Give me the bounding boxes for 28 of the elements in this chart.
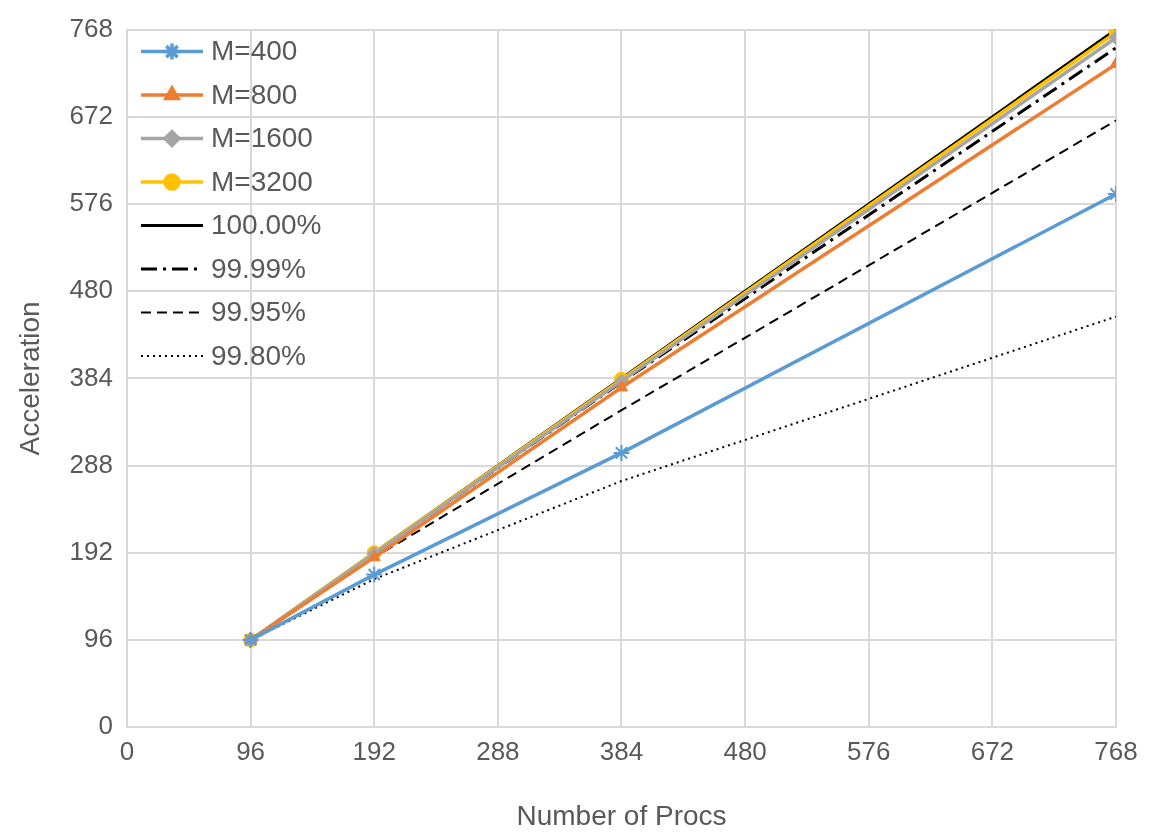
y-tick-label: 288: [69, 448, 113, 479]
legend-label: 99.95%: [210, 296, 306, 328]
x-tick-label: 576: [847, 735, 891, 766]
x-axis-title: Number of Procs: [516, 799, 727, 831]
y-tick-label: 672: [69, 99, 113, 130]
y-tick-label: 768: [69, 12, 113, 43]
legend-label: M=800: [210, 78, 298, 110]
y-tick-label: 192: [69, 535, 113, 566]
legend-label: 99.80%: [210, 339, 306, 371]
x-tick-label: 192: [352, 735, 396, 766]
y-tick-label: 96: [84, 623, 113, 654]
y-tick-label: 0: [98, 710, 113, 741]
x-tick-label: 0: [119, 735, 135, 766]
legend-label: M=400: [210, 35, 298, 67]
legend-label: M=3200: [210, 165, 313, 197]
y-tick-label: 576: [69, 187, 113, 218]
x-tick-label: 768: [1094, 735, 1138, 766]
legend-label: M=1600: [210, 122, 313, 154]
x-tick-label: 384: [599, 735, 644, 766]
y-tick-label: 480: [69, 274, 113, 305]
y-tick-label: 384: [69, 361, 113, 392]
x-tick-label: 96: [236, 735, 266, 766]
legend-label: 99.99%: [210, 252, 306, 284]
x-tick-label: 480: [723, 735, 767, 766]
x-tick-label: 288: [476, 735, 520, 766]
y-axis-title: Acceleration: [13, 301, 45, 456]
x-tick-label: 672: [970, 735, 1015, 766]
legend-label: 100.00%: [210, 209, 322, 241]
